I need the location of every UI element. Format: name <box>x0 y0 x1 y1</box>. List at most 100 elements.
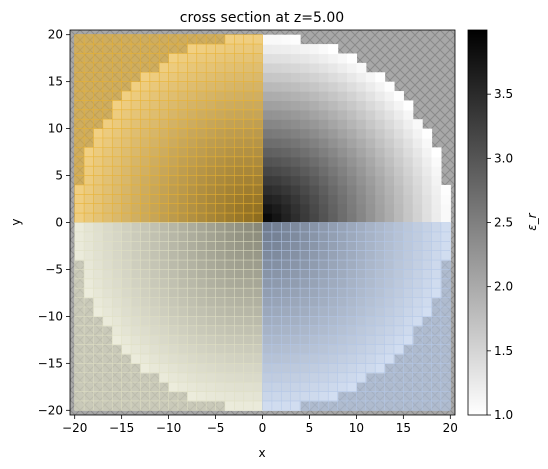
permittivity-cell <box>318 147 329 158</box>
permittivity-cell <box>375 166 386 177</box>
permittivity-cell <box>347 147 357 158</box>
permittivity-cell <box>384 194 395 205</box>
permittivity-cell <box>271 119 282 130</box>
permittivity-cell <box>356 119 367 130</box>
permittivity-cell <box>356 100 367 111</box>
permittivity-cell <box>328 166 339 177</box>
overlay-regions <box>74 34 451 411</box>
top-left-region-grid <box>74 34 263 223</box>
permittivity-cell <box>328 137 339 148</box>
permittivity-cell <box>309 175 320 186</box>
permittivity-cell <box>309 184 320 195</box>
permittivity-cell <box>318 128 329 139</box>
permittivity-cell <box>422 175 433 186</box>
permittivity-cell <box>271 175 282 186</box>
permittivity-cell <box>422 184 433 195</box>
permittivity-cell <box>281 119 292 130</box>
permittivity-cell <box>431 194 442 205</box>
permittivity-cell <box>393 128 404 139</box>
permittivity-cell <box>356 175 367 186</box>
permittivity-cell <box>281 109 292 120</box>
permittivity-cell <box>318 137 329 148</box>
permittivity-cell <box>309 81 320 92</box>
permittivity-cell <box>271 194 282 205</box>
permittivity-cell <box>262 203 273 214</box>
permittivity-cell <box>365 156 376 167</box>
permittivity-cell <box>347 62 357 73</box>
permittivity-cell <box>403 109 414 120</box>
permittivity-cell <box>271 100 282 111</box>
permittivity-cell <box>281 62 292 73</box>
permittivity-cell <box>262 147 273 158</box>
permittivity-cell <box>337 194 348 205</box>
x-tick-label: 5 <box>306 421 314 435</box>
permittivity-cell <box>337 100 348 111</box>
permittivity-cell <box>281 166 292 177</box>
permittivity-cell <box>309 213 320 224</box>
permittivity-cell <box>393 100 404 111</box>
permittivity-cell <box>262 175 273 186</box>
permittivity-cell <box>403 156 414 167</box>
permittivity-cell <box>365 91 376 102</box>
y-tick-label: −15 <box>38 356 63 370</box>
permittivity-cell <box>318 156 329 167</box>
permittivity-cell <box>337 62 348 73</box>
permittivity-cell <box>271 91 282 102</box>
permittivity-cell <box>384 184 395 195</box>
permittivity-cell <box>412 203 423 214</box>
colorbar-gradient <box>467 29 488 416</box>
permittivity-cell <box>318 175 329 186</box>
permittivity-cell <box>318 119 329 130</box>
permittivity-cell <box>375 72 386 83</box>
permittivity-cell <box>328 81 339 92</box>
permittivity-cell <box>356 62 367 73</box>
permittivity-cell <box>431 203 442 214</box>
permittivity-cell <box>300 109 311 120</box>
permittivity-cell <box>271 156 282 167</box>
permittivity-cell <box>393 213 404 224</box>
permittivity-cell <box>290 81 301 92</box>
permittivity-cell <box>384 100 395 111</box>
permittivity-cell <box>365 100 376 111</box>
permittivity-cell <box>440 203 451 214</box>
permittivity-cell <box>393 156 404 167</box>
permittivity-cell <box>281 53 292 64</box>
permittivity-cell <box>403 119 414 130</box>
permittivity-cell <box>365 109 376 120</box>
permittivity-cell <box>365 147 376 158</box>
permittivity-cell <box>365 203 376 214</box>
y-axis: −20 −15 −10 −5 0 5 10 15 20 <box>38 28 70 417</box>
permittivity-cell <box>290 166 301 177</box>
colorbar-ticks: 1.0 1.5 2.0 2.5 3.0 3.5 <box>487 87 513 422</box>
permittivity-cell <box>365 137 376 148</box>
permittivity-cell <box>384 91 395 102</box>
permittivity-cell <box>290 128 301 139</box>
permittivity-cell <box>290 156 301 167</box>
permittivity-cell <box>328 184 339 195</box>
permittivity-cell <box>337 156 348 167</box>
permittivity-cell <box>422 137 433 148</box>
permittivity-cell <box>403 137 414 148</box>
permittivity-cell <box>337 166 348 177</box>
permittivity-cell <box>328 128 339 139</box>
permittivity-cell <box>281 194 292 205</box>
permittivity-cell <box>318 194 329 205</box>
permittivity-cell <box>281 44 292 55</box>
permittivity-cell <box>393 137 404 148</box>
permittivity-cell <box>403 100 414 111</box>
permittivity-cell <box>262 62 273 73</box>
permittivity-cell <box>431 184 442 195</box>
permittivity-cell <box>328 109 339 120</box>
permittivity-cell <box>309 137 320 148</box>
colorbar-tick-label: 3.0 <box>494 151 513 165</box>
permittivity-cell <box>384 175 395 186</box>
x-tick-label: 20 <box>443 421 458 435</box>
permittivity-cell <box>300 203 311 214</box>
permittivity-cell <box>403 147 414 158</box>
permittivity-cell <box>328 213 339 224</box>
permittivity-cell <box>271 34 282 45</box>
permittivity-cell <box>412 166 423 177</box>
permittivity-cell <box>309 91 320 102</box>
permittivity-cell <box>262 128 273 139</box>
y-tick-label: 5 <box>55 169 63 183</box>
